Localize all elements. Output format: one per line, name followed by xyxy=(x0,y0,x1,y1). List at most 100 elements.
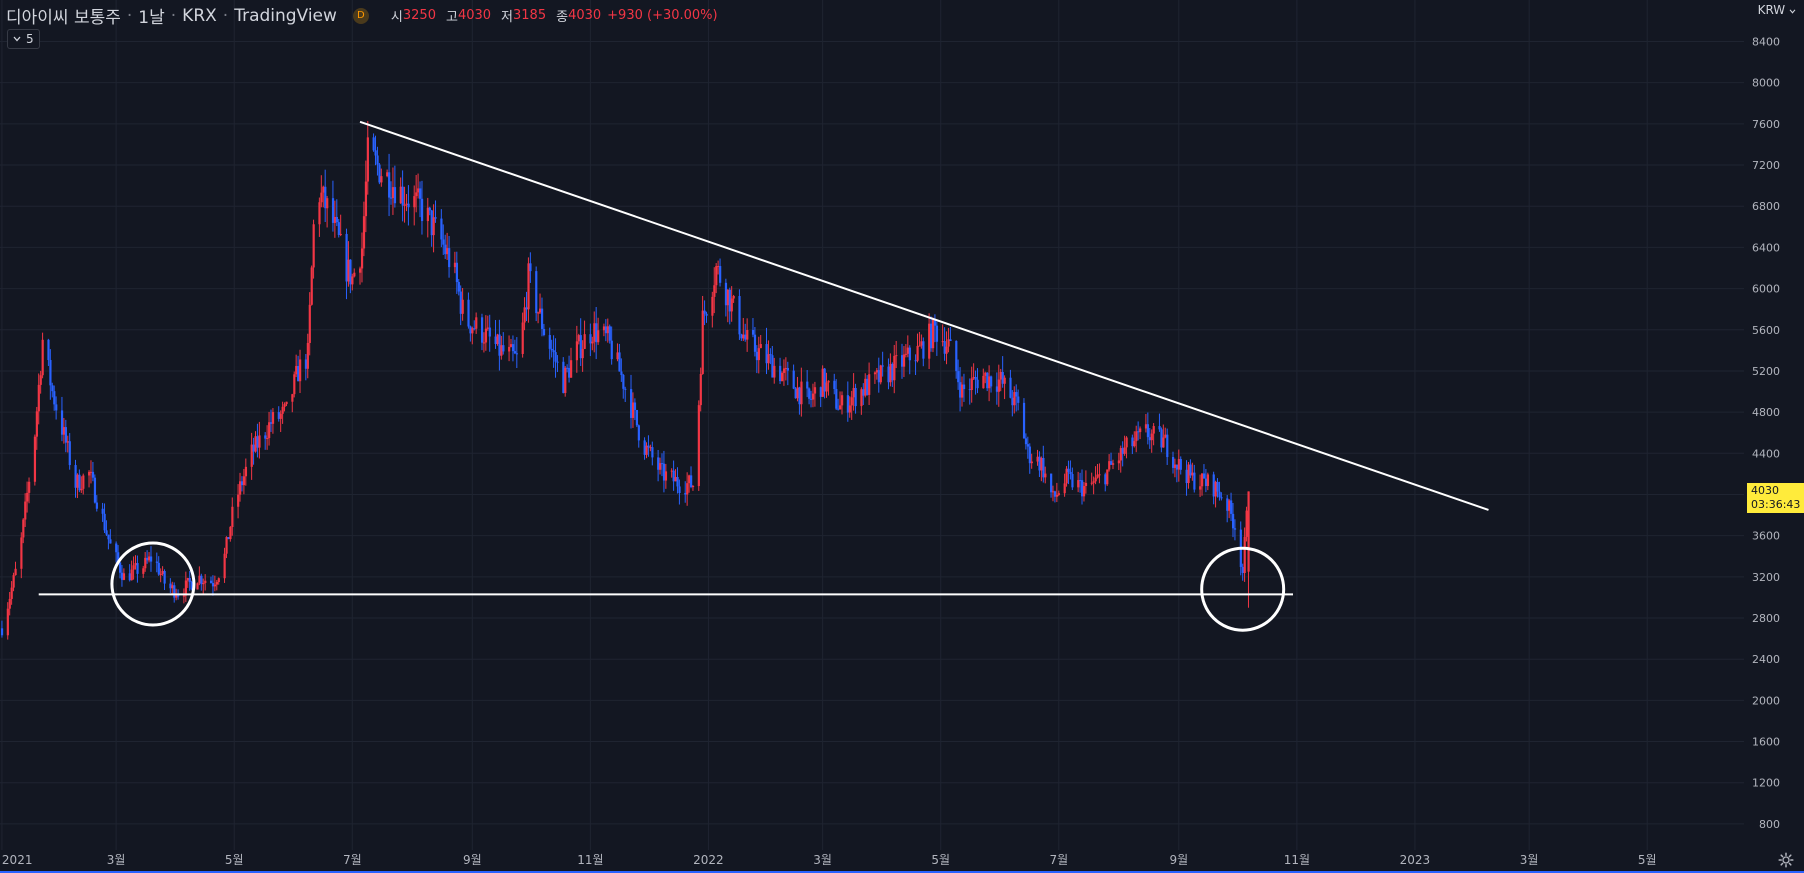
candle-body xyxy=(968,389,971,391)
circle-annotation[interactable] xyxy=(1200,546,1286,632)
candle-body xyxy=(1051,491,1055,493)
candle-body xyxy=(446,248,449,255)
candle-body xyxy=(242,476,246,486)
candle-body xyxy=(413,196,416,208)
candle-body xyxy=(943,341,946,354)
candle-body xyxy=(291,394,294,402)
candle-body xyxy=(345,233,348,282)
candle-body xyxy=(765,344,768,364)
candle-body xyxy=(457,282,460,292)
candle-body xyxy=(132,565,135,570)
candle-body xyxy=(430,210,433,236)
candle-body xyxy=(711,296,714,316)
candle-body xyxy=(277,412,280,419)
interval-label[interactable]: 1날 xyxy=(138,8,165,28)
candle-body xyxy=(995,386,999,392)
candle-body xyxy=(322,186,325,193)
candle-body xyxy=(366,137,369,182)
candle-body xyxy=(74,465,77,488)
candle-body xyxy=(486,327,489,329)
candle-body xyxy=(659,463,662,470)
candle-body xyxy=(299,359,302,382)
candle-body xyxy=(1135,431,1138,442)
candle-body xyxy=(49,359,52,386)
gear-icon[interactable] xyxy=(1778,852,1794,868)
candle-body xyxy=(469,326,472,334)
candle-body xyxy=(769,354,772,356)
candle-body xyxy=(513,351,517,354)
candle-body xyxy=(1104,474,1107,485)
candle-body xyxy=(1150,433,1153,441)
candle-body xyxy=(657,457,660,470)
candle-body xyxy=(496,334,499,344)
candle-body xyxy=(691,486,695,488)
candle-body xyxy=(453,262,457,268)
time-axis[interactable]: 2021 3월 5월 7월 9월 11월 2022 3월 5월 7월 9월 11월 2023 3월 5월 xyxy=(0,850,1804,873)
price-axis[interactable]: 8001200160020002400280032003600400044004… xyxy=(1744,0,1804,873)
x-tick-label: 7월 xyxy=(343,853,362,867)
candle-body xyxy=(581,348,584,359)
candle-body xyxy=(866,378,869,395)
candle-body xyxy=(440,218,443,240)
candle-body xyxy=(771,355,774,378)
candle-body xyxy=(554,352,557,362)
candle-body xyxy=(1245,510,1248,537)
candle-body xyxy=(751,329,755,335)
candle-body xyxy=(1024,438,1028,445)
currency-selector[interactable]: KRW xyxy=(1758,3,1796,17)
candle-body xyxy=(947,339,950,347)
candle-body xyxy=(105,530,108,535)
y-tick-label: 8000 xyxy=(1752,77,1780,90)
indicator-toggle-button[interactable]: 5 xyxy=(7,29,40,49)
candle-body xyxy=(20,537,23,569)
y-tick-label: 7200 xyxy=(1752,159,1780,172)
candle-body xyxy=(577,335,580,342)
candle-body xyxy=(717,266,720,268)
candle-body xyxy=(252,444,255,452)
candle-body xyxy=(200,575,203,585)
candle-body xyxy=(933,319,937,326)
candle-body xyxy=(1226,498,1229,511)
x-tick-label: 5월 xyxy=(931,853,950,867)
circle-annotation[interactable] xyxy=(110,541,196,627)
candle-body xyxy=(109,539,112,544)
candle-body xyxy=(171,585,174,589)
candle-body xyxy=(122,573,126,580)
separator: · xyxy=(126,5,133,26)
candle-body xyxy=(161,571,164,574)
candle-body xyxy=(806,381,809,389)
candle-body xyxy=(223,553,226,579)
candle-body xyxy=(149,556,153,562)
candle-body xyxy=(1187,464,1190,484)
candle-body xyxy=(730,298,733,312)
candle-body xyxy=(773,365,776,378)
resistance-trendline[interactable] xyxy=(359,120,1489,511)
x-tick-label: 2021 xyxy=(2,853,33,867)
x-tick-label: 11월 xyxy=(577,853,603,867)
candle-body xyxy=(935,325,939,342)
candle-body xyxy=(564,367,567,393)
candle-body xyxy=(1193,472,1196,490)
candle-body xyxy=(211,583,215,587)
candle-body xyxy=(130,569,133,581)
candle-body xyxy=(719,266,722,283)
candle-body xyxy=(1139,428,1142,433)
candle-body xyxy=(1230,500,1233,514)
candle-body xyxy=(134,563,137,566)
candle-body xyxy=(529,263,532,272)
candle-body xyxy=(306,342,309,369)
candle-body xyxy=(198,575,201,584)
candle-body xyxy=(1233,528,1237,530)
candle-body xyxy=(1065,468,1068,484)
candle-body xyxy=(1137,431,1140,433)
trend-drawings[interactable] xyxy=(38,120,1489,632)
candle-body xyxy=(163,571,166,584)
delayed-data-badge[interactable]: D xyxy=(352,7,369,24)
candle-body xyxy=(1152,426,1155,434)
symbol-name[interactable]: 디아이씨 보통주 xyxy=(6,8,121,28)
candle-body xyxy=(930,323,933,349)
candle-body xyxy=(928,323,931,359)
candle-body xyxy=(854,387,857,407)
candle-body xyxy=(254,436,257,452)
